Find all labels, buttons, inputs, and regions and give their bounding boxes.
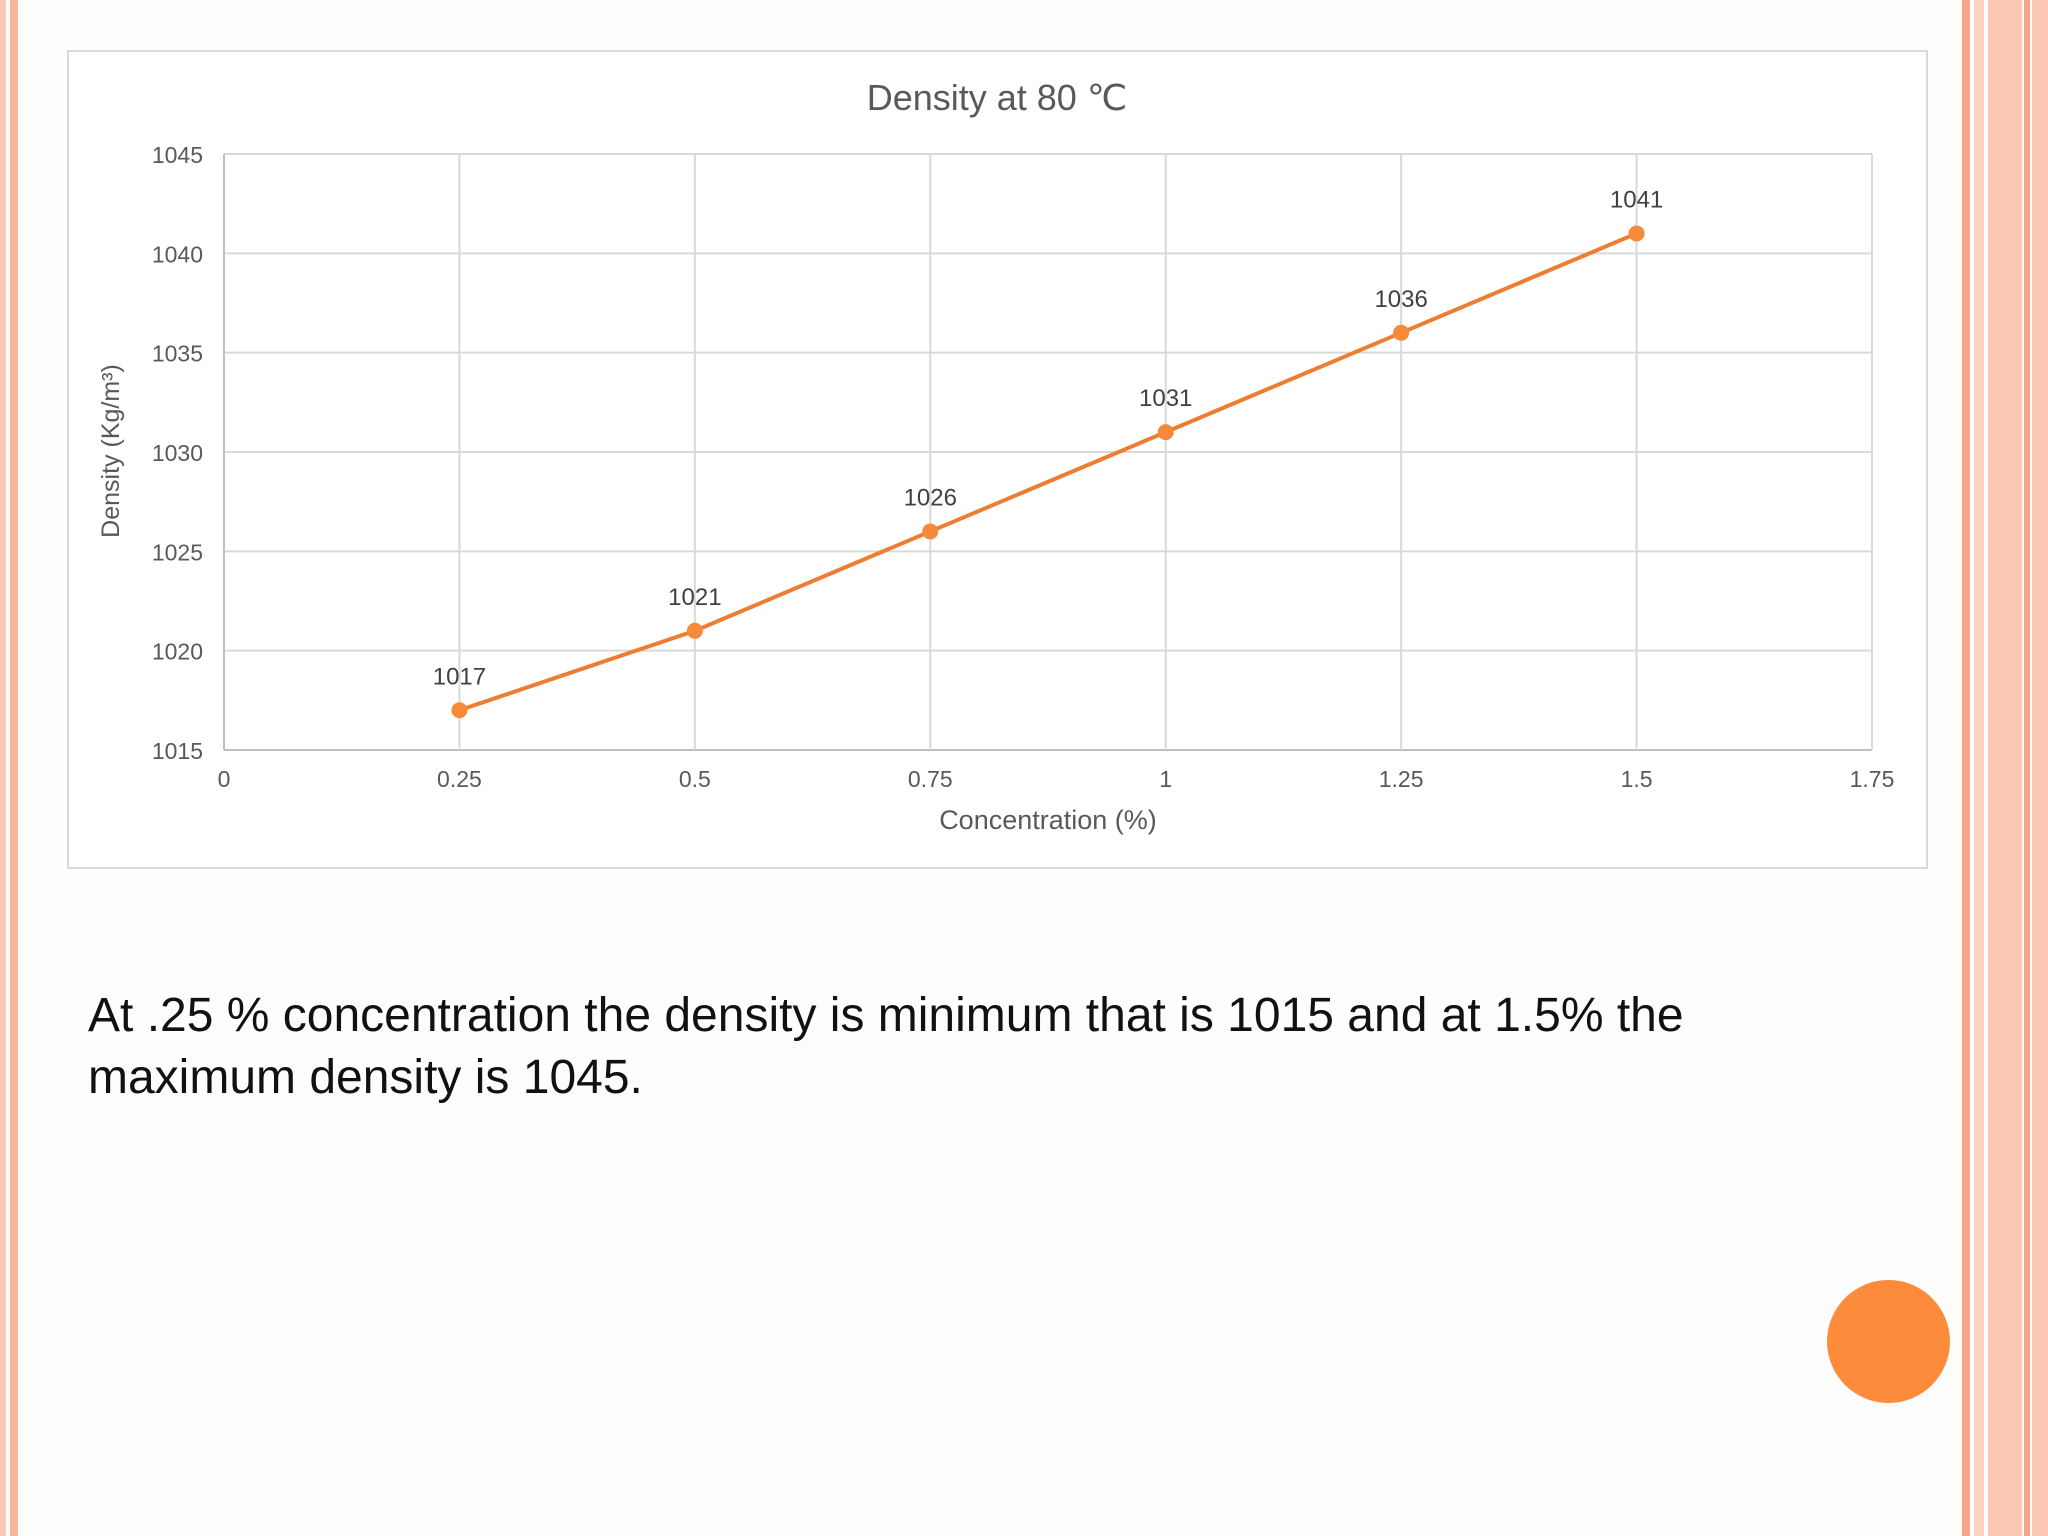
grid-layer: [223, 153, 1873, 751]
density-line-chart: Density at 80 ℃ 1015 1020 1025 1030 1035 1040…: [97, 77, 1895, 835]
decorative-circle: [1827, 1280, 1950, 1403]
data-label: 1031: [1139, 385, 1192, 412]
data-point: [1157, 424, 1174, 441]
data-label: 1021: [668, 584, 721, 611]
x-tick-label: 1.75: [1850, 766, 1895, 792]
data-label: 1017: [433, 663, 486, 690]
right-border-bar-2: [1974, 0, 1984, 1536]
data-point: [686, 622, 703, 639]
left-border-bar-inner: [10, 0, 18, 1536]
right-border-bar-5: [2032, 0, 2048, 1536]
series-layer: 1017 1021 1026 1031 1036 1041: [433, 186, 1663, 719]
y-tick-label: 1025: [152, 539, 203, 565]
slide-caption: At .25 % concentration the density is mi…: [88, 989, 1684, 1104]
y-tick-label: 1045: [152, 142, 203, 168]
x-tick-label: 0.75: [908, 766, 953, 792]
x-axis-title: Concentration (%): [939, 805, 1157, 835]
x-tick-label: 0.5: [679, 766, 711, 792]
x-tick-label: 0.25: [437, 766, 482, 792]
y-tick-label: 1015: [152, 738, 203, 764]
data-point: [922, 523, 939, 540]
data-point: [451, 702, 468, 719]
right-border-bar-3: [1988, 0, 2022, 1536]
x-tick-label: 1: [1159, 766, 1172, 792]
y-axis-title: Density (Kg/m³): [97, 364, 125, 538]
x-tick-label: 1.5: [1621, 766, 1653, 792]
right-border-bar-4: [2024, 0, 2030, 1536]
data-label: 1036: [1374, 286, 1427, 313]
data-label: 1041: [1610, 186, 1663, 213]
chart-frame: [67, 50, 1928, 869]
data-point: [1393, 324, 1410, 341]
y-tick-label: 1040: [152, 241, 203, 267]
y-tick-label: 1035: [152, 341, 203, 367]
x-tick-label: 1.25: [1379, 766, 1424, 792]
y-tick-label: 1020: [152, 639, 203, 665]
x-tick-label: 0: [218, 766, 231, 792]
chart-title: Density at 80 ℃: [867, 77, 1128, 118]
data-label: 1026: [904, 484, 957, 511]
y-tick-label: 1030: [152, 440, 203, 466]
axis-layer: 1015 1020 1025 1030 1035 1040 1045 0 0.25 0.5 0.75…: [152, 142, 1895, 792]
data-point: [1628, 225, 1645, 242]
series-line: [458, 231, 1638, 713]
right-border-bar-1: [1962, 0, 1970, 1536]
left-border-bar-outer: [0, 0, 6, 1536]
